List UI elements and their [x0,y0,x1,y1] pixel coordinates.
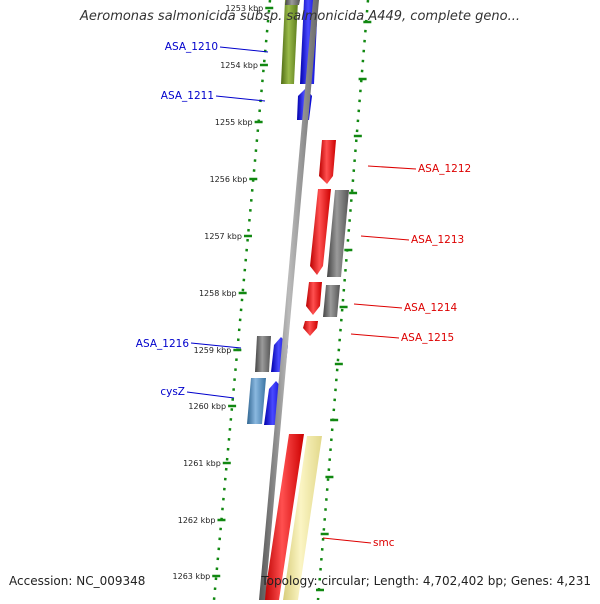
red-gene-smc[interactable] [264,434,304,600]
gene-label-asa-1215[interactable]: ASA_1215 [401,332,454,344]
label-leader-line [186,391,235,399]
gray-gene-top[interactable] [285,0,300,5]
steel-gene-cysz[interactable] [247,378,266,424]
gray-gene-1213[interactable] [327,190,349,277]
label-leader-line [215,95,266,102]
inner-dotted-circle [212,0,272,601]
ruler-tick-label: 1257 kbp [204,232,242,241]
label-leader-line [360,235,410,241]
map-title: Aeromonas salmonicida subsp. salmonicida… [80,9,520,24]
gene-label-asa-1210[interactable]: ASA_1210 [165,41,218,53]
red-gene-1215[interactable] [303,321,318,336]
outer-dotted-circle [316,0,370,601]
ruler-tick-label: 1255 kbp [215,118,253,127]
gene-label-asa-1214[interactable]: ASA_1214 [404,302,458,314]
gray-gene-1214[interactable] [323,285,340,317]
ruler-tick-label: 1260 kbp [188,402,226,411]
topology-summary: Topology: circular; Length: 4,702,402 bp… [261,574,591,588]
ruler-tick-label: 1259 kbp [194,346,232,355]
ruler-tick-label: 1254 kbp [220,61,258,70]
accession-text: Accession: NC_009348 [9,574,146,588]
ruler-tick-label: 1253 kbp [226,4,264,13]
gene-label-asa-1216[interactable]: ASA_1216 [136,338,190,350]
label-leader-line [219,46,269,53]
yellow-gene-smc[interactable] [283,436,322,600]
ruler-tick-label: 1258 kbp [199,289,237,298]
gene-label-smc[interactable]: smc [373,537,395,549]
gray-gene-1216[interactable] [255,336,271,372]
ruler-tick-label: 1256 kbp [210,175,248,184]
gene-label-cysz[interactable]: cysZ [160,386,185,398]
genome-backbone [259,0,319,600]
label-leader-line [322,537,372,544]
ruler-tick-label: 1263 kbp [173,572,211,581]
label-leader-line [353,303,403,309]
gene-label-asa-1213[interactable]: ASA_1213 [411,234,464,246]
ruler-tick-label: 1261 kbp [183,459,221,468]
red-gene-1213[interactable] [310,189,331,275]
gene-label-asa-1212[interactable]: ASA_1212 [418,163,471,175]
gene-label-asa-1211[interactable]: ASA_1211 [161,90,214,102]
olive-gene[interactable] [281,0,298,84]
label-leader-line [350,333,400,339]
red-gene-1212[interactable] [319,140,336,184]
red-gene-1214[interactable] [306,282,322,315]
label-leader-line [190,342,242,349]
label-leader-line [367,165,417,170]
ruler-tick-label: 1262 kbp [178,516,216,525]
